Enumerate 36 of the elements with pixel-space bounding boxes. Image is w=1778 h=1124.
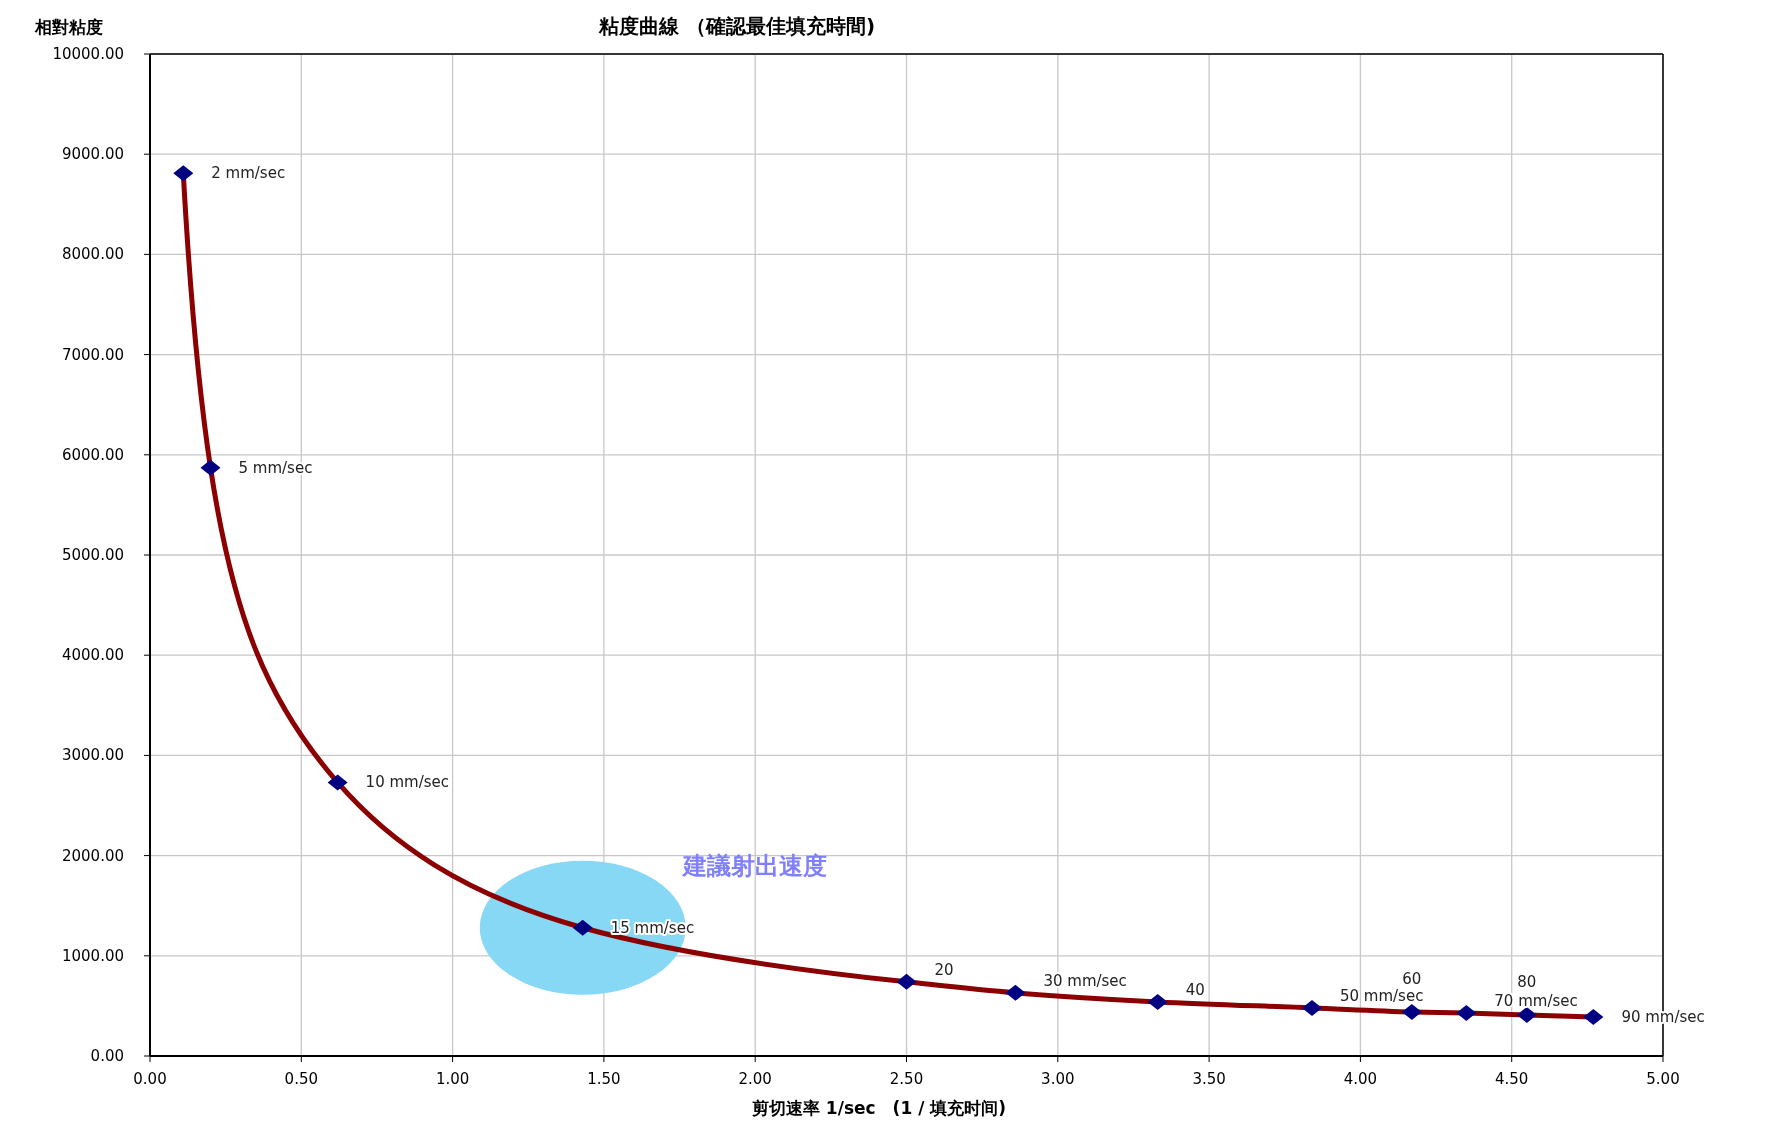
annotation: 2 mm/sec bbox=[211, 164, 286, 183]
y-tick-label: 5000.00 bbox=[61, 546, 124, 564]
x-tick-label: 1.50 bbox=[587, 1070, 621, 1088]
annotation: 30 mm/sec bbox=[1043, 971, 1127, 990]
x-tick-label: 0.50 bbox=[284, 1070, 318, 1088]
x-tick-label: 4.00 bbox=[1343, 1070, 1378, 1088]
x-tick-label: 1.00 bbox=[435, 1070, 470, 1088]
y-tick-label: 2000.00 bbox=[61, 846, 124, 865]
x-tick-label: 2.50 bbox=[889, 1070, 924, 1088]
y-tick-label: 1000.00 bbox=[61, 946, 124, 965]
x-tick-label: 4.50 bbox=[1495, 1070, 1529, 1088]
annotation: 70 mm/sec bbox=[1494, 991, 1578, 1010]
y-tick-label: 3000.00 bbox=[61, 746, 124, 765]
y-tick-label: 4000.00 bbox=[61, 646, 124, 665]
y-tick-label: 6000.00 bbox=[61, 445, 124, 464]
annotation: 80 bbox=[1517, 972, 1537, 991]
y-tick-label: 9000.00 bbox=[61, 145, 124, 164]
y-tick-label: 10000.00 bbox=[52, 45, 124, 63]
annotation: 60 bbox=[1402, 969, 1422, 988]
annotation: 50 mm/sec bbox=[1339, 986, 1424, 1005]
x-tick-label: 3.00 bbox=[1041, 1070, 1075, 1088]
y-tick-label: 7000.00 bbox=[61, 345, 124, 364]
x-tick-label: 2.00 bbox=[738, 1070, 772, 1088]
y-tick-label: 0.00 bbox=[90, 1047, 124, 1065]
y-tick-label: 8000.00 bbox=[61, 245, 124, 264]
annotation: 40 bbox=[1185, 980, 1205, 999]
annotation: 建議射出速度 bbox=[680, 851, 827, 880]
x-axis-title: 剪切速率 1/sec (1 / 填充时间) bbox=[751, 1098, 1007, 1118]
x-tick-label: 3.50 bbox=[1192, 1070, 1226, 1088]
y-axis-title: 相對粘度 bbox=[34, 17, 103, 37]
x-tick-label: 5.00 bbox=[1646, 1070, 1680, 1088]
chart-title: 粘度曲線 （確認最佳填充時間) bbox=[597, 14, 876, 38]
annotation: 10 mm/sec bbox=[365, 773, 450, 792]
annotation: 20 bbox=[934, 960, 954, 979]
annotation: 5 mm/sec bbox=[238, 458, 313, 477]
x-tick-label: 0.00 bbox=[133, 1070, 167, 1088]
